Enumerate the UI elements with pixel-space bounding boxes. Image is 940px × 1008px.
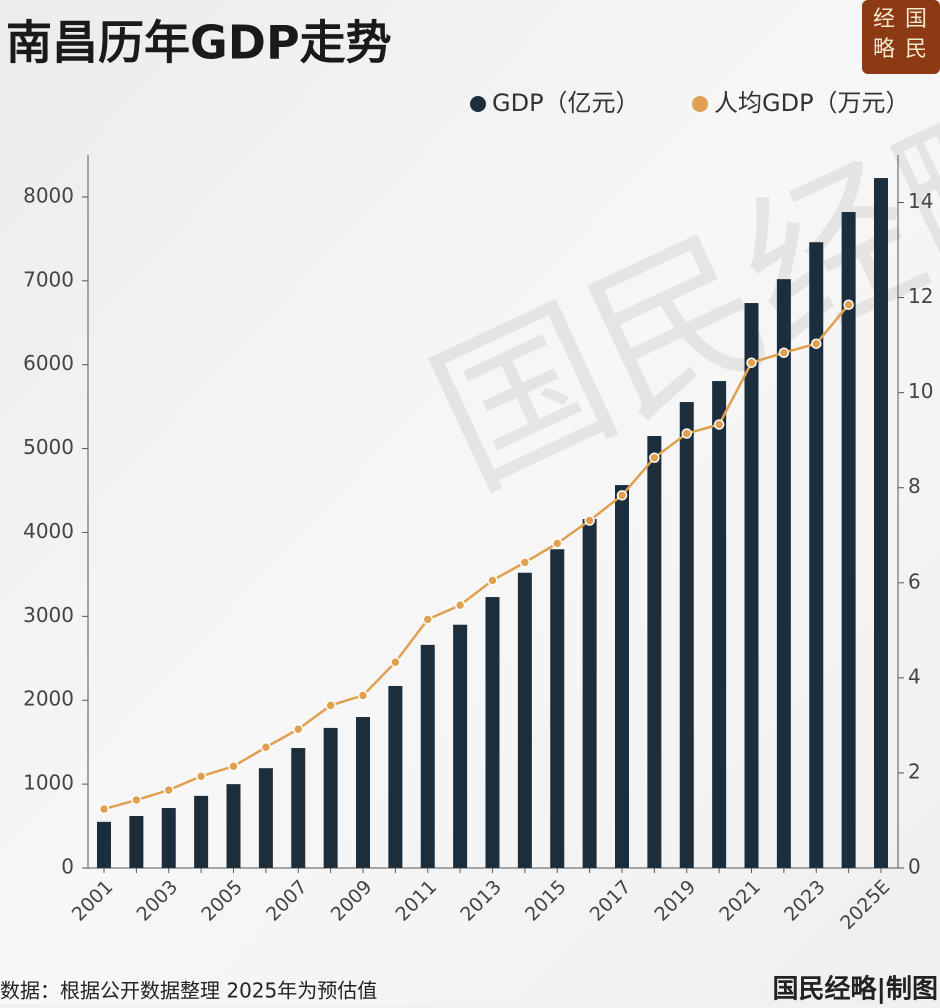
bar: [161, 808, 176, 868]
point: [357, 690, 369, 701]
logo-char: 经: [873, 7, 895, 32]
point: [778, 347, 790, 358]
bar: [291, 748, 306, 868]
y-tick-label: 0: [61, 855, 74, 879]
y2-tick-label: 4: [908, 664, 921, 688]
y-tick-label: 8000: [23, 183, 74, 207]
y-tick-label: 7000: [23, 267, 74, 291]
point: [390, 656, 401, 668]
point: [746, 357, 757, 368]
bar: [226, 784, 241, 868]
line: [103, 303, 850, 811]
bar: [776, 279, 791, 868]
bar: [420, 644, 435, 868]
bar: [453, 624, 468, 868]
bar: [809, 242, 824, 868]
bar: [615, 485, 629, 868]
bar: [550, 549, 565, 868]
y-tick-label: 5000: [23, 435, 74, 459]
point: [713, 419, 725, 430]
bar: [744, 303, 759, 868]
point: [519, 557, 531, 568]
y2-tick-label: 10: [908, 379, 933, 403]
logo-char: 国: [905, 7, 927, 32]
point: [260, 742, 272, 753]
point: [681, 428, 692, 439]
y-tick-label: 2000: [23, 687, 74, 711]
logo-char: 民: [905, 37, 927, 62]
y-tick-label: 4000: [23, 519, 74, 543]
y2-tick-label: 6: [908, 569, 921, 593]
logo-box: [862, 0, 940, 74]
point: [98, 803, 110, 815]
y2-tick-label: 0: [908, 855, 921, 879]
bar: [194, 795, 209, 868]
point: [325, 700, 336, 711]
point: [843, 299, 854, 310]
point: [811, 338, 822, 349]
bar: [97, 821, 111, 868]
legend-marker: [470, 96, 486, 112]
point: [616, 490, 628, 501]
legend-marker: [692, 96, 708, 112]
y2-tick-label: 2: [908, 759, 921, 783]
point: [195, 771, 207, 782]
point: [584, 515, 595, 526]
point: [293, 723, 304, 735]
bar: [388, 685, 403, 868]
bar: [582, 519, 597, 868]
point: [131, 794, 142, 806]
legend-label: GDP（亿元）: [492, 89, 640, 117]
credit: 国民经略|制图: [773, 974, 939, 1005]
chart-title: 南昌历年GDP走势: [6, 16, 392, 70]
y2-tick-label: 8: [908, 474, 921, 498]
bar: [712, 381, 727, 868]
bar: [517, 572, 532, 868]
y-tick-label: 6000: [23, 351, 74, 375]
bar: [874, 178, 888, 869]
bar: [356, 717, 370, 868]
point: [454, 599, 466, 611]
bar: [129, 815, 144, 868]
point: [487, 575, 498, 586]
y-tick-label: 1000: [23, 771, 74, 795]
bar: [841, 212, 856, 869]
point: [422, 614, 433, 625]
point: [228, 761, 239, 772]
bar: [679, 402, 694, 868]
y2-tick-label: 12: [908, 284, 933, 308]
point: [649, 452, 660, 464]
legend-label: 人均GDP（万元）: [714, 89, 910, 117]
bar: [258, 768, 273, 868]
point: [552, 538, 563, 549]
y-tick-label: 3000: [23, 603, 74, 627]
y2-tick-label: 14: [908, 189, 933, 213]
source-note: 数据：根据公开数据整理 2025年为预估值: [0, 979, 377, 1003]
bar: [647, 436, 662, 868]
logo-char: 略: [873, 37, 895, 62]
bar: [485, 597, 500, 868]
point: [163, 784, 174, 796]
bar: [323, 727, 338, 868]
